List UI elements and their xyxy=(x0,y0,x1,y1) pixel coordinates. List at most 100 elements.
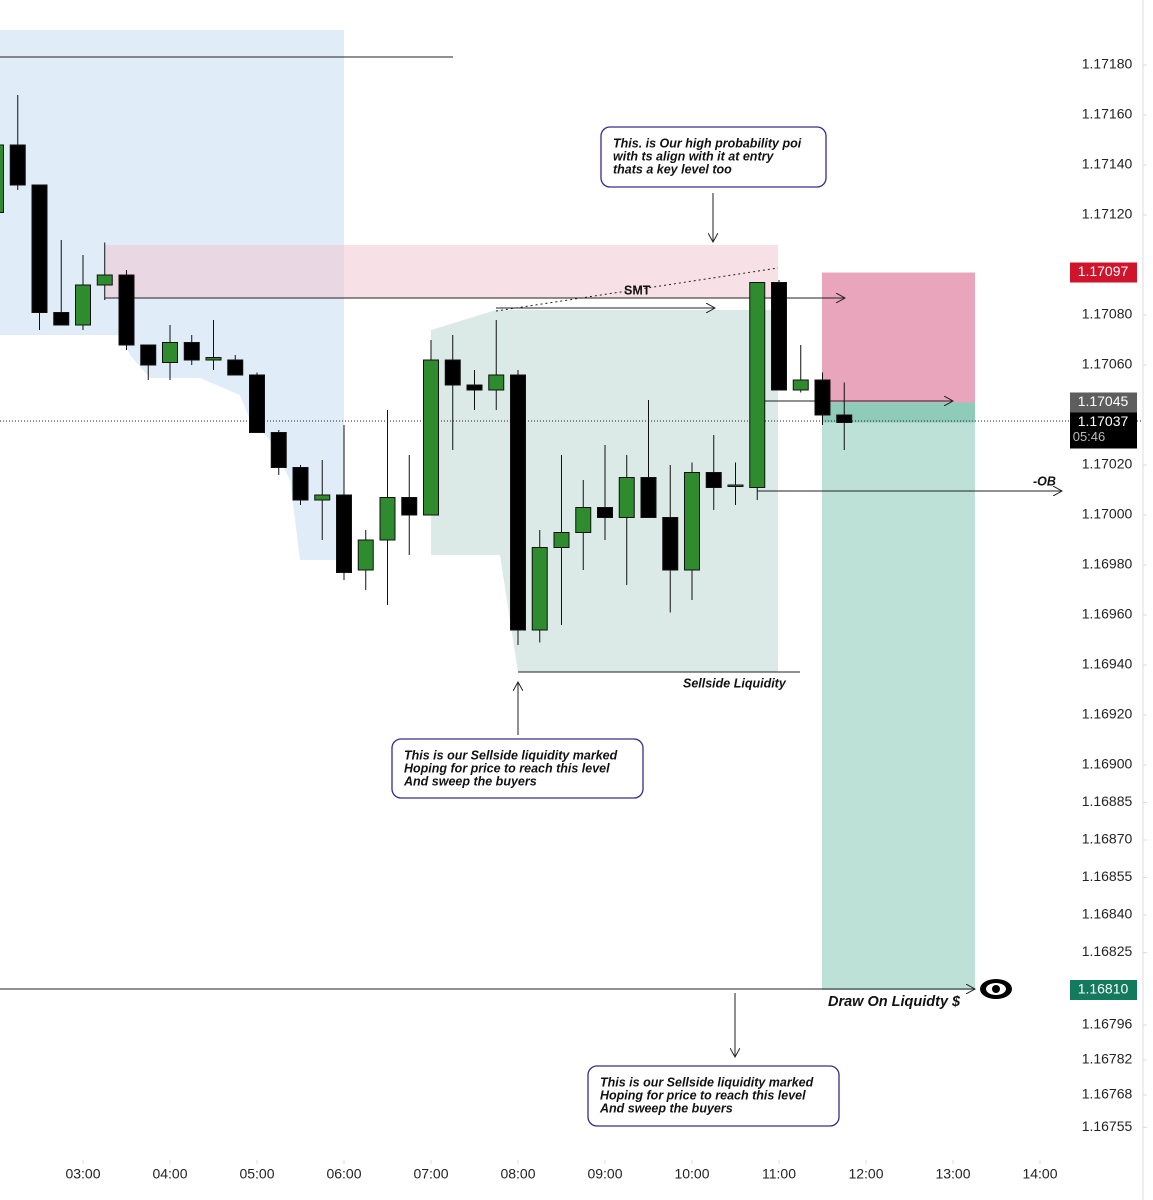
y-tick-label: 1.16960 xyxy=(1082,606,1133,622)
x-tick-label: 07:00 xyxy=(413,1166,448,1182)
dol-label: Draw On Liquidty $ xyxy=(828,994,961,1010)
x-tick-label: 08:00 xyxy=(500,1166,535,1182)
candle-body xyxy=(401,497,418,516)
y-tick-label: 1.17060 xyxy=(1082,356,1133,372)
candle-body xyxy=(0,144,4,213)
x-tick-label: 12:00 xyxy=(848,1166,883,1182)
candle-body xyxy=(205,357,222,361)
position-box xyxy=(822,272,975,990)
x-tick-label: 14:00 xyxy=(1022,1166,1057,1182)
x-tick-label: 11:00 xyxy=(762,1166,796,1182)
price-label-box xyxy=(1070,412,1137,449)
y-tick-label: 1.17080 xyxy=(1082,306,1133,322)
candle-body xyxy=(357,539,374,571)
candle-body xyxy=(53,312,70,326)
note-box xyxy=(391,738,644,799)
x-tick-label: 06:00 xyxy=(326,1166,361,1182)
candle-body xyxy=(836,414,853,423)
candle-body xyxy=(662,517,679,571)
candle-body xyxy=(575,507,592,533)
y-tick-label: 1.16755 xyxy=(1082,1118,1133,1134)
candle-body xyxy=(640,477,657,518)
note-box xyxy=(600,126,827,188)
x-tick-label: 09:00 xyxy=(587,1166,622,1182)
countdown: 05:46 xyxy=(1073,429,1106,444)
notes: This. is Our high probability poi with t… xyxy=(391,126,1056,1127)
y-tick-label: 1.17120 xyxy=(1082,206,1133,222)
candle-body xyxy=(466,384,483,391)
candle-body xyxy=(183,342,200,361)
premium-zone xyxy=(105,245,778,298)
ob-label: -OB xyxy=(1033,474,1056,488)
y-tick-label: 1.16900 xyxy=(1082,756,1133,772)
sellside-label: Sellside Liquidity xyxy=(683,676,787,690)
y-tick-label: 1.16870 xyxy=(1082,831,1133,847)
y-tick-label: 1.17140 xyxy=(1082,156,1133,172)
x-tick-label: 05:00 xyxy=(239,1166,274,1182)
note-text: This is our Sellside liquidity marked xyxy=(404,748,618,762)
y-tick-label: 1.17160 xyxy=(1082,106,1133,122)
note-text: thats a key level too xyxy=(613,162,732,176)
price-label: 1.16810 xyxy=(1078,981,1129,997)
candle-body xyxy=(770,282,787,391)
y-tick-label: 1.17020 xyxy=(1082,456,1133,472)
x-tick-label: 04:00 xyxy=(152,1166,187,1182)
axes: 1.17180 1.17160 1.17140 1.17120 1.17080 1.170… xyxy=(65,56,1147,1182)
candle-body xyxy=(140,344,157,366)
y-tick-label: 1.17000 xyxy=(1082,506,1133,522)
y-tick-label: 1.16855 xyxy=(1082,868,1133,884)
candle-body xyxy=(792,379,809,391)
candle-body xyxy=(683,472,700,571)
stop-zone xyxy=(822,272,975,403)
candle-body xyxy=(379,497,396,541)
candle-body xyxy=(727,484,744,487)
price-label: 1.17037 xyxy=(1078,413,1129,429)
y-tick-label: 1.16940 xyxy=(1082,656,1133,672)
candle-body xyxy=(118,274,135,346)
candle-body xyxy=(74,284,91,326)
candle-body xyxy=(9,144,26,186)
x-tick-label: 13:00 xyxy=(935,1166,970,1182)
y-tick-label: 1.16840 xyxy=(1082,906,1133,922)
candle-body xyxy=(31,184,48,313)
note-text: Hoping for price to reach this level xyxy=(404,761,610,775)
price-label: 1.17097 xyxy=(1078,263,1129,279)
candle-body xyxy=(314,494,331,501)
candle-body xyxy=(705,472,722,488)
price-label-box xyxy=(1070,980,1137,1000)
candle-body xyxy=(553,532,570,548)
candle-body xyxy=(618,477,635,518)
candle-body xyxy=(292,467,309,501)
candle-body xyxy=(444,359,461,386)
candle-body xyxy=(335,494,352,573)
candle-body xyxy=(596,507,613,518)
note-text: And sweep the buyers xyxy=(599,1101,733,1115)
candle-body xyxy=(531,547,548,631)
eye-icon xyxy=(980,979,1012,999)
candle-body xyxy=(814,379,831,416)
candle-body xyxy=(96,274,113,286)
y-tick-label: 1.16825 xyxy=(1082,943,1133,959)
candle-body xyxy=(248,374,265,433)
candle-body xyxy=(161,342,178,363)
note-text: This is our Sellside liquidity marked xyxy=(600,1075,814,1089)
open-pnl xyxy=(822,402,975,423)
candle-body xyxy=(488,374,505,391)
note-text: This. is Our high probability poi xyxy=(613,136,802,150)
candles xyxy=(0,95,853,645)
x-tick-label: 03:00 xyxy=(65,1166,100,1182)
candle-body xyxy=(749,282,766,488)
smt-label: SMT xyxy=(624,283,651,297)
note-text: Hoping for price to reach this level xyxy=(600,1088,806,1102)
price-label: 1.17045 xyxy=(1078,393,1129,409)
y-tick-label: 1.16920 xyxy=(1082,706,1133,722)
x-tick-label: 10:00 xyxy=(674,1166,709,1182)
candle-body xyxy=(227,359,244,376)
price-label-box xyxy=(1070,262,1137,283)
y-tick-label: 1.16796 xyxy=(1082,1016,1133,1032)
y-tick-label: 1.16782 xyxy=(1082,1051,1133,1067)
note-box xyxy=(587,1065,840,1127)
y-tick-label: 1.16885 xyxy=(1082,793,1133,809)
